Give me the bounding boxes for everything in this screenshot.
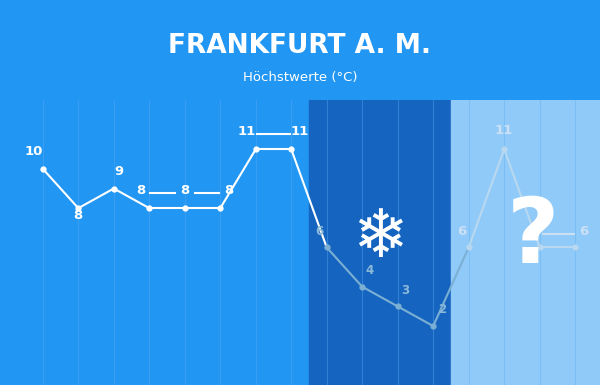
Text: 3: 3	[401, 284, 409, 296]
Text: 11: 11	[238, 126, 256, 139]
Text: 11: 11	[495, 124, 514, 137]
Text: 6: 6	[457, 224, 466, 238]
Text: 2: 2	[438, 303, 446, 316]
Text: 6: 6	[580, 224, 589, 238]
Text: 10: 10	[25, 145, 43, 158]
Text: ❄: ❄	[352, 205, 408, 271]
Text: 4: 4	[365, 264, 373, 277]
Text: 6: 6	[528, 224, 537, 238]
Text: 6: 6	[316, 224, 324, 238]
Text: 11: 11	[291, 126, 309, 139]
Text: 9: 9	[115, 165, 124, 178]
Text: 8: 8	[180, 184, 190, 198]
Text: ?: ?	[506, 194, 559, 282]
Text: 8: 8	[136, 184, 145, 198]
Text: Höchstwerte (°C): Höchstwerte (°C)	[243, 70, 357, 84]
Text: 8: 8	[224, 184, 234, 198]
Bar	[451, 100, 600, 385]
Text: 8: 8	[74, 209, 83, 222]
Text: FRANKFURT A. M.: FRANKFURT A. M.	[169, 33, 431, 59]
Bar	[309, 100, 451, 385]
